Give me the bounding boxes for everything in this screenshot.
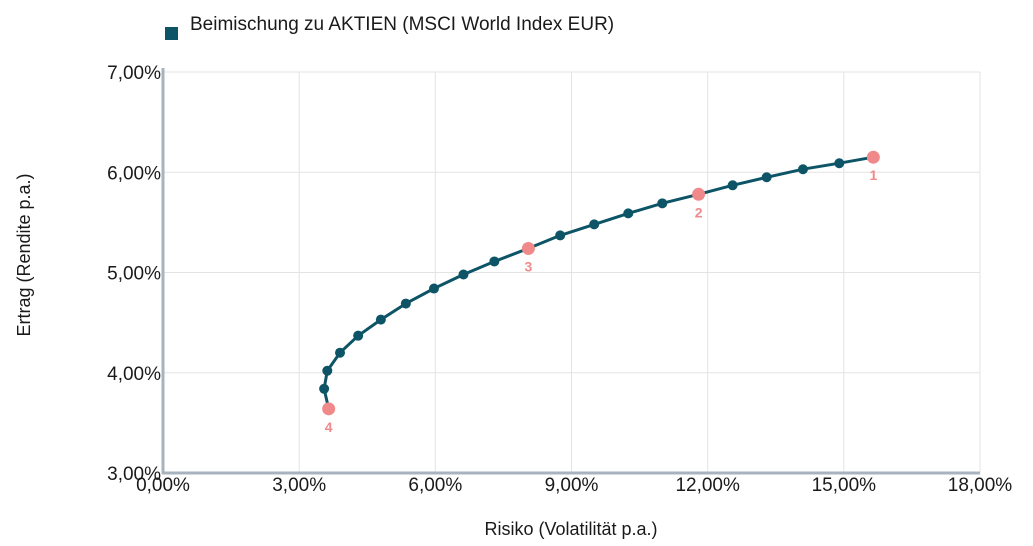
data-point [458, 269, 469, 280]
highlighted-portfolios: 1 2 3 4 [322, 150, 880, 435]
grid [162, 71, 981, 474]
highlight-label: 4 [325, 419, 333, 435]
x-tick-label: 12,00% [675, 475, 740, 496]
legend-swatch [165, 27, 178, 40]
x-tick-label: 0,00% [136, 475, 190, 496]
data-point [589, 219, 600, 230]
legend: Beimischung zu AKTIEN (MSCI World Index … [165, 14, 614, 40]
data-point [375, 314, 386, 325]
highlight-point [866, 150, 880, 164]
data-point [834, 158, 845, 169]
legend-label: Beimischung zu AKTIEN (MSCI World Index … [190, 14, 614, 35]
x-tick-label: 9,00% [545, 475, 599, 496]
highlight-label: 1 [869, 167, 877, 183]
data-point [761, 172, 772, 183]
x-axis-title: Risiko (Volatilität p.a.) [484, 519, 657, 539]
series [319, 155, 874, 410]
data-point [335, 347, 346, 358]
axes [161, 68, 980, 475]
y-tick-label: 4,00% [107, 364, 161, 385]
data-point [555, 230, 566, 241]
data-point [657, 198, 668, 209]
data-point [319, 383, 330, 394]
y-tick-label: 7,00% [107, 63, 161, 84]
data-point [353, 330, 364, 341]
highlight-point [322, 402, 336, 416]
y-tick-label: 5,00% [107, 264, 161, 285]
highlight-point [692, 187, 706, 201]
data-point [727, 180, 738, 191]
highlight-point [521, 241, 535, 255]
x-tick-label: 3,00% [272, 475, 326, 496]
y-tick-label: 6,00% [107, 163, 161, 184]
data-point [797, 164, 808, 175]
highlight-label: 3 [524, 258, 532, 274]
y-tick-label: 3,00% [107, 464, 161, 485]
tick-labels: 0,00% 3,00% 6,00% 9,00% 12,00% 15,00% 18,00%3,… [107, 63, 1012, 496]
x-tick-label: 6,00% [408, 475, 462, 496]
data-point [400, 298, 411, 309]
data-point [428, 283, 439, 294]
x-tick-label: 18,00% [948, 475, 1013, 496]
highlight-label: 2 [695, 204, 703, 220]
data-point [489, 256, 500, 267]
data-point [322, 365, 333, 376]
series-line [322, 155, 874, 410]
y-axis-title: Ertrag (Rendite p.a.) [14, 173, 34, 336]
data-point [623, 208, 634, 219]
x-tick-label: 15,00% [812, 475, 877, 496]
